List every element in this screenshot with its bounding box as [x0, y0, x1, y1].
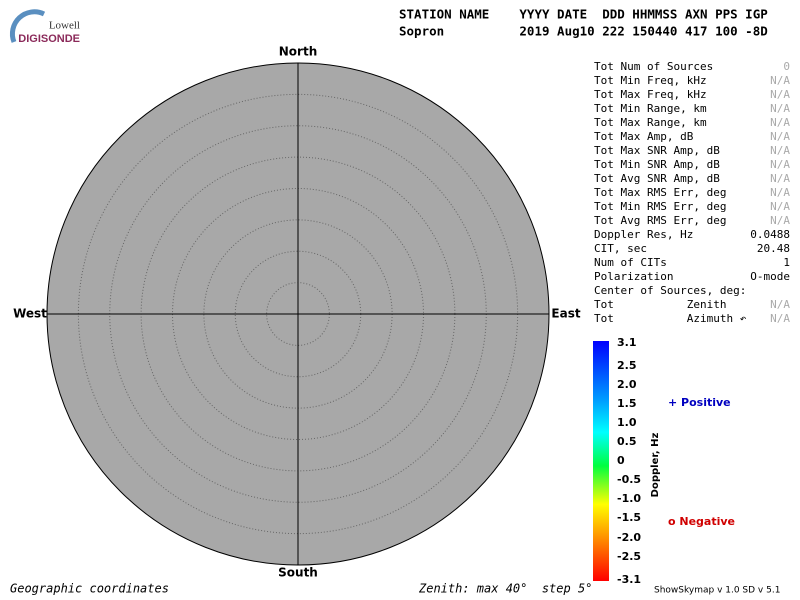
colorbar-label: 1.5	[617, 397, 637, 410]
stat-label: Tot Min Freq, kHz	[594, 74, 707, 87]
stat-value: N/A	[770, 186, 790, 199]
stat-value: N/A	[770, 144, 790, 157]
stat-value: N/A	[770, 200, 790, 213]
colorbar-label: -1.0	[617, 492, 641, 505]
stat-value: N/A	[770, 298, 790, 311]
logo-bottom: DIGISONDE	[18, 33, 80, 45]
colorbar-labels: 3.1 2.5 2.0 1.5 1.0 0.5 0 -0.5 -1.0 -1.5 -2.0 -2.5 -…	[617, 336, 641, 586]
stat-label: CIT, sec	[594, 242, 647, 255]
colorbar-label: -3.1	[617, 573, 641, 586]
east-label: East	[551, 307, 580, 321]
stat-value: O-mode	[750, 270, 790, 283]
stat-label: Tot Min RMS Err, deg	[594, 200, 726, 213]
south-label: South	[278, 566, 318, 580]
logo-arc	[9, 9, 46, 43]
colorbar-label: 0	[617, 454, 625, 467]
stat-label: Num of CITs	[594, 256, 667, 269]
stat-value: N/A	[770, 88, 790, 101]
colorbar-label: 1.0	[617, 416, 637, 429]
colorbar-label: -1.5	[617, 511, 641, 524]
stat-label: Tot Max Amp, dB	[594, 130, 694, 143]
stat-value: N/A	[770, 158, 790, 171]
footer-version: ShowSkymap v 1.0 SD v 5.1	[654, 586, 780, 596]
header-labels: STATION NAME YYYY DATE DDD HHMMSS AXN PP…	[399, 7, 768, 22]
colorbar-title: Doppler, Hz	[650, 433, 661, 498]
stat-label: Tot Min Range, km	[594, 102, 707, 115]
stat-label: Tot Avg SNR Amp, dB	[594, 172, 720, 185]
stat-value: 0	[783, 60, 790, 73]
stat-value: N/A	[770, 312, 790, 325]
legend-negative: o Negative	[668, 515, 735, 528]
colorbar-label: 0.5	[617, 435, 637, 448]
stat-value: 1	[783, 256, 790, 269]
stats-table: Tot Num of Sources 0 Tot Min Freq, kHz N/A T…	[594, 60, 790, 325]
stat-label: Polarization	[594, 270, 673, 283]
stat-label: Center of Sources, deg:	[594, 284, 746, 297]
stat-value: N/A	[770, 172, 790, 185]
footer-coords: Geographic coordinates	[10, 582, 169, 596]
stat-label: Tot Max Range, km	[594, 116, 707, 129]
stat-value: N/A	[770, 130, 790, 143]
colorbar-label: -2.5	[617, 550, 641, 563]
stat-label: Doppler Res, Hz	[594, 228, 693, 241]
stat-value: 20.48	[757, 242, 790, 255]
stat-label: Tot Max SNR Amp, dB	[594, 144, 720, 157]
legend-positive: + Positive	[668, 396, 731, 409]
colorbar	[593, 341, 609, 581]
stat-label: Tot Azimuth ↶	[594, 312, 747, 325]
stat-value: N/A	[770, 74, 790, 87]
logo-top: Lowell	[49, 20, 80, 32]
stat-label: Tot Zenith	[594, 298, 726, 311]
north-label: North	[279, 45, 317, 59]
colorbar-label: -2.0	[617, 531, 641, 544]
west-label: West	[13, 307, 47, 321]
footer-zenith: Zenith: max 40° step 5°	[418, 582, 592, 596]
header-values: Sopron 2019 Aug10 222 150440 417 100 -8D	[399, 24, 768, 39]
colorbar-label: 3.1	[617, 336, 637, 349]
stat-value: 0.0488	[750, 228, 790, 241]
stat-label: Tot Min SNR Amp, dB	[594, 158, 720, 171]
stat-label: Tot Max RMS Err, deg	[594, 186, 726, 199]
colorbar-label: -0.5	[617, 473, 641, 486]
stat-label: Tot Avg RMS Err, deg	[594, 214, 726, 227]
colorbar-label: 2.0	[617, 378, 637, 391]
stat-label: Tot Max Freq, kHz	[594, 88, 707, 101]
colorbar-label: 2.5	[617, 359, 637, 372]
stat-value: N/A	[770, 214, 790, 227]
stat-value: N/A	[770, 116, 790, 129]
stat-label: Tot Num of Sources	[594, 60, 713, 73]
stat-value: N/A	[770, 102, 790, 115]
